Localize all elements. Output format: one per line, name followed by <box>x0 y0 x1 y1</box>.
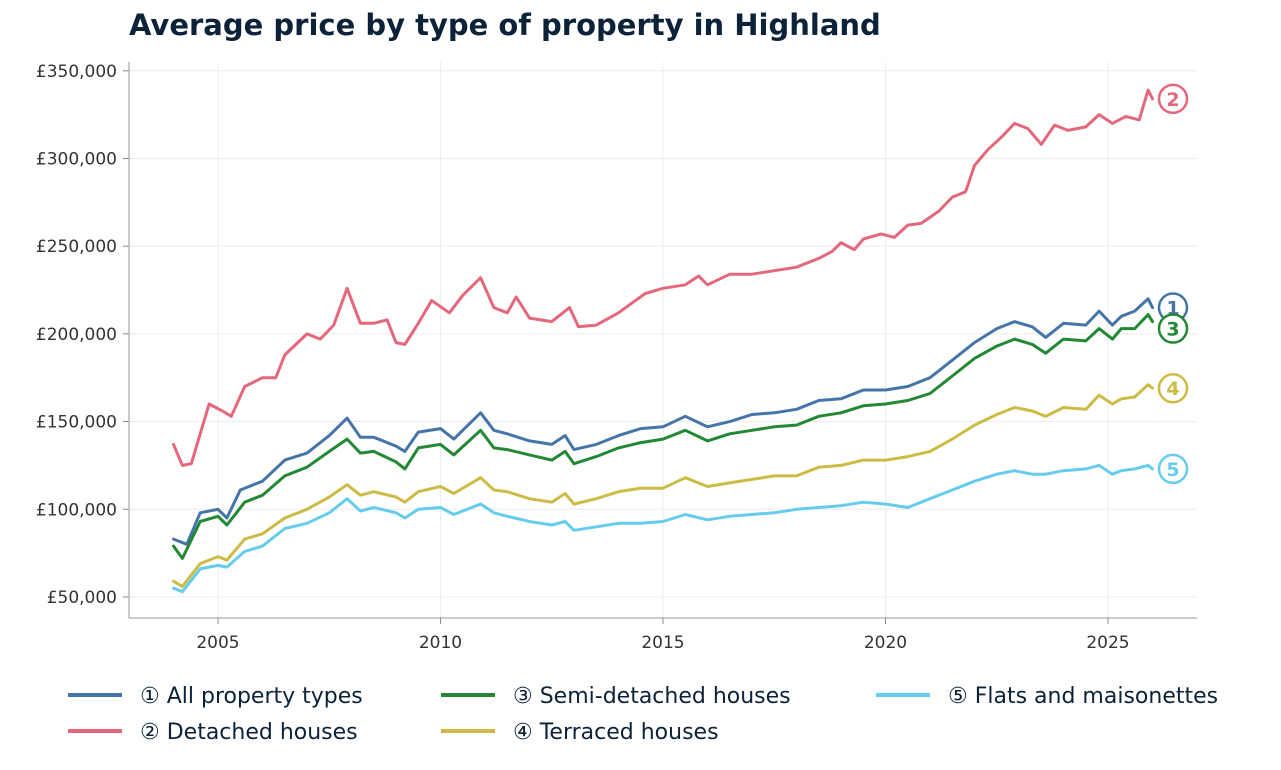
series-lines <box>172 88 1154 594</box>
x-tick-label: 2010 <box>419 633 462 653</box>
end-marker-label-3: 3 <box>1166 319 1179 341</box>
y-tick-label: £200,000 <box>36 325 117 345</box>
y-tick-label: £150,000 <box>36 413 117 433</box>
gridlines <box>129 62 1197 618</box>
x-tick-label: 2005 <box>196 633 239 653</box>
chart-title: Average price by type of property in Hig… <box>129 8 881 42</box>
y-tick-label: £300,000 <box>36 149 117 169</box>
x-tick-label: 2015 <box>641 633 684 653</box>
legend-label-2: ② Detached houses <box>140 720 358 745</box>
end-marker-label-5: 5 <box>1166 459 1179 481</box>
series-line-2 <box>172 88 1154 467</box>
x-tick-label: 2025 <box>1086 633 1129 653</box>
end-marker-5 <box>1157 453 1189 485</box>
y-tick-label: £50,000 <box>47 588 117 608</box>
y-tick-label: £250,000 <box>36 237 117 257</box>
y-tick-label: £100,000 <box>36 500 117 520</box>
series-line-1 <box>172 297 1154 546</box>
end-marker-3 <box>1157 313 1189 344</box>
end-marker-label-4: 4 <box>1166 378 1179 400</box>
legend-label-3: ③ Semi-detached houses <box>513 684 791 709</box>
x-tick-label: 2020 <box>864 633 907 653</box>
legend-label-4: ④ Terraced houses <box>513 720 719 745</box>
legend: ① All property types ② Detached houses ③ S… <box>68 684 1218 745</box>
y-tick-label: £350,000 <box>36 62 117 82</box>
axes: £50,000 £100,000 £150,000 £200,000 £250,000 £… <box>36 62 1197 653</box>
series-line-5 <box>172 463 1154 594</box>
legend-label-1: ① All property types <box>140 684 363 709</box>
end-marker-2 <box>1157 83 1189 115</box>
end-marker-label-2: 2 <box>1166 89 1179 111</box>
series-line-4 <box>172 383 1154 588</box>
series-line-3 <box>172 313 1154 560</box>
end-marker-4 <box>1157 372 1189 404</box>
legend-label-5: ⑤ Flats and maisonettes <box>948 684 1218 709</box>
